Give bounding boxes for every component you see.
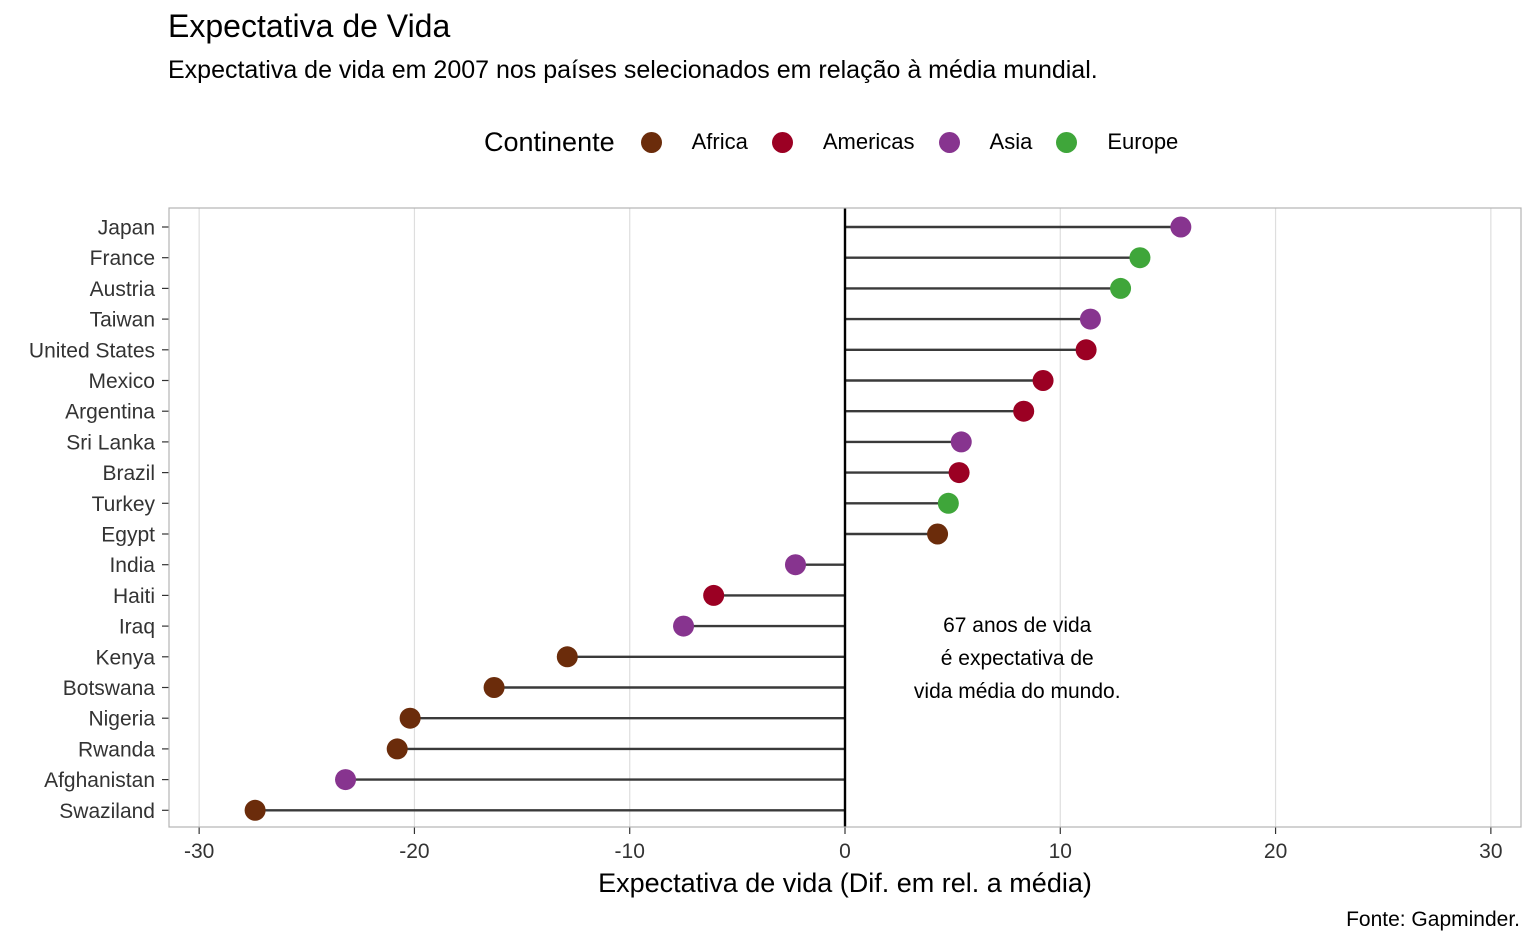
y-tick-label-nigeria: Nigeria [88,708,155,731]
point-turkey [937,492,959,514]
y-tick-label-botswana: Botswana [63,677,156,700]
legend-swatch-americas [771,131,793,153]
point-austria [1110,277,1132,299]
point-japan [1170,216,1192,238]
y-tick-label-mexico: Mexico [88,370,155,393]
y-tick-label-taiwan: Taiwan [90,309,155,332]
x-tick-label: 0 [839,840,851,863]
chart-title: Expectativa de Vida [168,8,451,44]
x-tick-label: -10 [615,840,645,863]
y-tick-label-brazil: Brazil [102,462,155,485]
point-afghanistan [335,769,357,791]
legend-swatch-africa [640,131,662,153]
annotation-line-1: 67 anos de vida [943,614,1092,637]
points [244,216,1192,821]
y-tick-label-austria: Austria [90,278,156,301]
point-iraq [673,615,695,637]
y-tick-label-swaziland: Swaziland [59,800,155,823]
annotation-line-2: é expectativa de [941,647,1094,670]
point-argentina [1013,400,1035,422]
x-tick-label: -20 [399,840,429,863]
caption: Fonte: Gapminder. [1346,908,1520,931]
point-nigeria [399,707,421,729]
legend: Continente Africa Americas Asia Europe [484,124,1202,160]
legend-item-americas: Americas [771,129,915,155]
point-united-states [1075,339,1097,361]
legend-item-africa: Africa [640,129,748,155]
legend-label-africa: Africa [691,129,748,154]
stems [255,225,1181,812]
legend-label-americas: Americas [822,129,915,154]
point-france [1129,247,1151,269]
x-axis-title: Expectativa de vida (Dif. em rel. a médi… [598,868,1092,898]
y-tick-label-haiti: Haiti [113,585,155,608]
y-tick-label-united-states: United States [29,339,155,362]
legend-swatch-asia [938,131,960,153]
legend-label-europe: Europe [1107,129,1179,154]
point-kenya [556,646,578,668]
y-tick-label-japan: Japan [98,217,155,240]
x-tick-label: -30 [184,840,214,863]
y-tick-labels: Japan France Austria Taiwan United States Mex… [29,217,169,823]
point-sri-lanka [950,431,972,453]
y-tick-label-sri-lanka: Sri Lanka [66,431,155,454]
y-tick-label-turkey: Turkey [92,493,156,516]
legend-swatch-europe [1056,131,1078,153]
x-tick-label: 20 [1264,840,1287,863]
point-swaziland [244,799,266,821]
legend-title: Continente [484,126,615,157]
annotation-line-3: vida média do mundo. [914,680,1121,703]
x-tick-label: 30 [1479,840,1502,863]
point-rwanda [386,738,408,760]
legend-item-europe: Europe [1056,129,1178,155]
y-tick-label-rwanda: Rwanda [78,738,155,761]
x-tick-labels: -30 -20 -10 0 10 20 30 [184,827,1503,863]
y-tick-label-france: France [90,247,155,270]
y-tick-label-india: India [109,554,155,577]
plot-panel-border [168,207,1522,828]
point-mexico [1032,370,1054,391]
x-tick-label: 10 [1049,840,1072,863]
legend-item-asia: Asia [938,129,1033,155]
y-tick-label-kenya: Kenya [95,646,155,669]
point-india [784,554,806,576]
chart-subtitle: Expectativa de vida em 2007 nos países s… [168,56,1098,84]
y-tick-label-egypt: Egypt [101,524,155,547]
y-tick-label-iraq: Iraq [119,616,155,639]
point-brazil [948,462,970,484]
annotation: 67 anos de vida é expectativa de vida médi… [914,614,1121,703]
y-tick-label-argentina: Argentina [65,401,155,424]
point-egypt [927,523,949,545]
point-taiwan [1079,308,1101,330]
point-haiti [703,584,725,606]
legend-label-asia: Asia [989,129,1033,154]
y-tick-label-afghanistan: Afghanistan [44,769,155,792]
point-botswana [483,677,505,698]
